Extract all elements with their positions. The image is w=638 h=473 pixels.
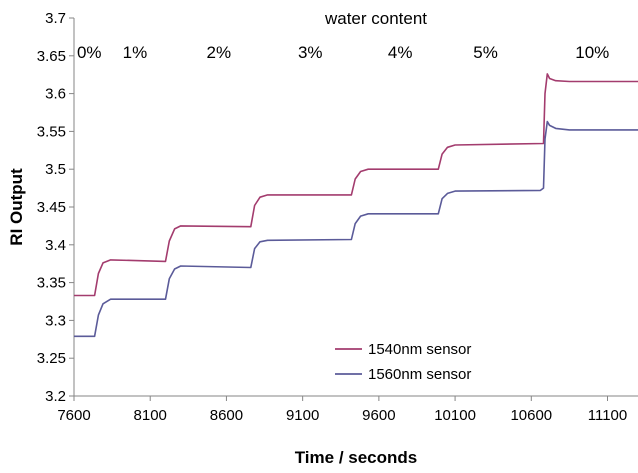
y-tick-label: 3.6 [45,86,66,103]
x-tick-label: 9100 [286,407,319,424]
y-tick-label: 3.45 [37,199,66,216]
y-tick-label: 3.35 [37,275,66,292]
y-tick-label: 3.3 [45,312,66,329]
y-tick-label: 3.5 [45,161,66,178]
y-axis-title: RI Output [7,168,26,246]
x-tick-label: 8100 [134,407,167,424]
water-content-label: 2% [207,43,232,62]
legend: 1540nm sensor 1560nm sensor [335,341,471,383]
y-tick-label: 3.55 [37,123,66,140]
x-tick-label: 9600 [362,407,395,424]
legend-label-2: 1560nm sensor [368,366,471,383]
x-tick-label: 10100 [434,407,476,424]
x-axis-ticks: 7600 8100 8600 9100 9600 10100 10600 11100 [57,396,627,424]
water-content-label: 4% [388,43,413,62]
y-tick-label: 3.25 [37,350,66,367]
legend-label-1: 1540nm sensor [368,341,471,358]
water-content-label: 1% [123,43,148,62]
annotation-header: water content [324,9,427,28]
x-tick-label: 7600 [57,407,90,424]
y-axis-ticks: 3.7 3.65 3.6 3.55 3.5 3.45 3.4 3.35 3.3 3.25 3.2 [37,10,74,405]
y-tick-label: 3.4 [45,237,66,254]
y-tick-label: 3.65 [37,48,66,65]
annotations: 0% 1% 2% 3% 4% 5% 10% [77,43,609,62]
water-content-label: 3% [298,43,323,62]
series-layer [74,73,638,338]
water-content-label: 5% [473,43,498,62]
y-tick-label: 3.7 [45,10,66,27]
x-axis-title: Time / seconds [295,448,418,467]
series-line-1 [74,73,638,297]
series-line-2 [74,120,638,338]
x-tick-label: 10600 [510,407,552,424]
water-content-label: 10% [575,43,609,62]
water-content-label: 0% [77,43,102,62]
x-tick-label: 11100 [588,407,628,424]
axes [73,18,638,397]
y-tick-label: 3.2 [45,388,66,405]
x-tick-label: 8600 [210,407,243,424]
